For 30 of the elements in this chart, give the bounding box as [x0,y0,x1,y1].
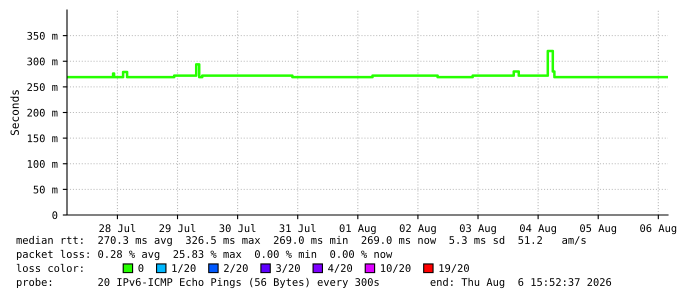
x-tick-label: 29 Jul [159,224,196,232]
y-tick-label: 350 m [27,32,58,40]
y-tick-label: 300 m [27,58,58,66]
y-tick-label: 200 m [27,108,58,117]
y-tick-label: 150 m [28,134,58,142]
legend-label: 3/20 [276,264,300,273]
y-tick-label: 0 [52,211,58,220]
legend-label: 10/20 [381,264,410,273]
text: packet loss: 0.28 % avg 25.83 % max 0.00 % min 0.00 % now [16,250,392,260]
y-tick-label: 50 m [34,186,58,194]
legend-label: 2/20 [224,264,248,273]
text: probe: 20 IPv6-ICMP Echo Pings (56 Bytes) every 300s end: Thu Aug 6 15:52:37 2026 [16,278,612,288]
y-axis-title: Seconds [10,90,19,136]
legend-label: 4/20 [328,264,352,273]
legend-label: 1/20 [172,264,196,273]
x-tick-label: 02 Aug [400,224,436,234]
x-tick-label: 03 Aug [460,224,496,234]
legend-label: 19/20 [440,264,469,273]
x-tick-label: 06 Aug [640,224,676,234]
legend-label: 0 [138,264,144,272]
x-tick-label: 30 Jul [220,224,256,232]
x-tick-label: 31 Jul [280,224,316,232]
text: median rtt: 270.3 ms avg 326.5 ms max 269.0 ms min 269.0 ms now 5.3 ms sd 51.2 am/s [16,236,586,246]
y-tick-label: 100 m [28,160,58,168]
legend-title: loss color: [16,264,82,272]
x-tick-label: 28 Jul [99,224,136,232]
x-tick-label: 04 Aug [520,224,556,234]
x-tick-label: 01 Aug [340,224,376,234]
x-tick-label: 05 Aug [580,224,616,234]
y-tick-label: 250 m [27,83,58,92]
